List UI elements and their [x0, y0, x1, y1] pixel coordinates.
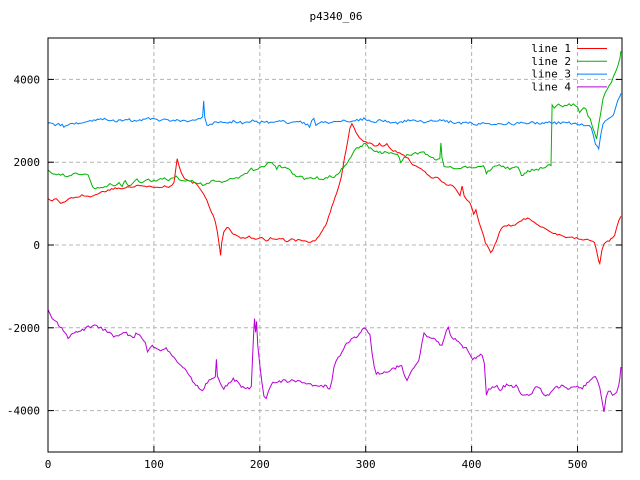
legend-label-3: line 3 — [531, 68, 571, 81]
x-tick-label: 500 — [568, 458, 588, 471]
series-line-3 — [47, 93, 622, 151]
y-tick-label: 2000 — [14, 156, 41, 169]
y-tick-label: -2000 — [7, 322, 40, 335]
series-line-2 — [47, 51, 622, 190]
y-tick-label: -4000 — [7, 405, 40, 418]
x-tick-label: 100 — [144, 458, 164, 471]
y-tick-label: 4000 — [14, 73, 41, 86]
series-line-4 — [47, 309, 622, 412]
x-tick-label: 0 — [45, 458, 52, 471]
legend-label-1: line 1 — [531, 42, 571, 55]
legend-label-2: line 2 — [531, 55, 571, 68]
legend-label-4: line 4 — [531, 80, 571, 93]
y-tick-label: 0 — [33, 239, 40, 252]
series-line-1 — [47, 122, 622, 266]
x-tick-label: 400 — [462, 458, 482, 471]
chart-title: p4340_06 — [310, 10, 363, 23]
x-tick-label: 300 — [356, 458, 376, 471]
x-tick-label: 200 — [250, 458, 270, 471]
